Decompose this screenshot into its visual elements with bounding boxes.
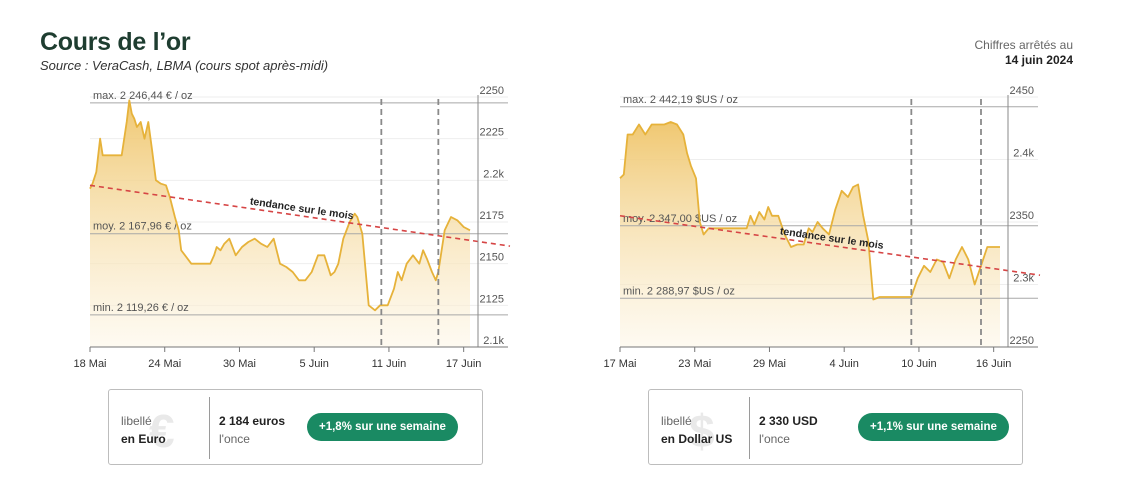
x-tick-label: 5 Juin <box>300 358 329 370</box>
card-per: l'once <box>219 432 250 446</box>
y-tick-label: 2125 <box>480 293 504 305</box>
y-tick-label: 2.3k <box>1013 273 1034 285</box>
price-line <box>619 121 1000 301</box>
weekly-change-badge: +1,1% sur une semaine <box>858 413 1009 441</box>
card-label-text: libellé <box>121 414 152 428</box>
y-tick-label: 2225 <box>480 127 504 139</box>
card-separator <box>209 397 210 459</box>
summary-card-eur: € libellé en Euro 2 184 euros l'once +1,… <box>108 389 483 465</box>
x-tick-label: 23 Mai <box>678 358 711 370</box>
price-line <box>89 99 471 312</box>
asof-block: Chiffres arrêtés au 14 juin 2024 <box>975 38 1074 68</box>
x-tick-label: 10 Juin <box>901 358 936 370</box>
y-tick-label: 2.1k <box>483 335 504 347</box>
page-source: Source : VeraCash, LBMA (cours spot aprè… <box>40 58 329 73</box>
chart-eur: max. 2 246,44 € / oz moy. 2 167,96 € / oz… <box>73 85 515 380</box>
x-tick-label: 29 Mai <box>753 358 786 370</box>
trend-line <box>89 184 511 247</box>
y-tick-label: 2150 <box>480 252 504 264</box>
ref-line-label: max. 2 246,44 € / oz <box>93 90 193 102</box>
card-label-text: libellé <box>661 414 692 428</box>
ref-line-label: min. 2 288,97 $US / oz <box>623 285 735 297</box>
card-unit: en Euro <box>121 432 166 446</box>
trend-line <box>619 214 1041 276</box>
card-value: 2 184 euros l'once <box>219 412 285 448</box>
chart-usd: max. 2 442,19 $US / oz moy. 2 347,00 $US … <box>603 85 1045 380</box>
asof-date: 14 juin 2024 <box>1004 53 1073 67</box>
price-area <box>90 100 470 347</box>
x-tick-label: 17 Mai <box>603 358 636 370</box>
y-tick-label: 2450 <box>1010 85 1034 97</box>
y-tick-label: 2.2k <box>483 168 504 180</box>
card-label: libellé en Euro <box>121 412 166 448</box>
x-tick-label: 17 Juin <box>446 358 481 370</box>
euro-icon: € <box>149 405 175 457</box>
ref-line-label: moy. 2 347,00 $US / oz <box>623 213 737 225</box>
y-tick-label: 2175 <box>480 210 504 222</box>
trend-label: tendance sur le mois <box>249 196 354 223</box>
x-tick-label: 16 Juin <box>976 358 1011 370</box>
asof-label: Chiffres arrêtés au <box>974 38 1074 52</box>
price-area <box>620 122 1000 347</box>
card-price: 2 184 euros <box>219 414 286 428</box>
card-value: 2 330 USD l'once <box>759 412 818 448</box>
x-tick-label: 18 Mai <box>73 358 106 370</box>
ref-line-label: moy. 2 167,96 € / oz <box>93 221 192 233</box>
ref-line-label: max. 2 442,19 $US / oz <box>623 94 738 106</box>
x-tick-label: 24 Mai <box>148 358 181 370</box>
chart-eur-svg: max. 2 246,44 € / oz moy. 2 167,96 € / oz… <box>73 85 511 370</box>
chart-usd-svg: max. 2 442,19 $US / oz moy. 2 347,00 $US … <box>603 85 1041 370</box>
y-tick-label: 2250 <box>1010 335 1034 347</box>
summary-card-usd: $ libellé en Dollar US 2 330 USD l'once … <box>648 389 1023 465</box>
x-tick-label: 11 Juin <box>372 358 407 370</box>
y-tick-label: 2250 <box>480 85 504 97</box>
page-title: Cours de l’or <box>40 28 191 56</box>
ref-line-label: min. 2 119,26 € / oz <box>93 302 189 314</box>
weekly-change-badge: +1,8% sur une semaine <box>307 413 458 441</box>
x-tick-label: 4 Juin <box>830 358 859 370</box>
dollar-icon: $ <box>689 405 715 457</box>
card-label: libellé en Dollar US <box>661 412 732 448</box>
y-tick-label: 2350 <box>1010 210 1034 222</box>
card-price: 2 330 USD <box>759 414 818 428</box>
card-separator <box>749 397 750 459</box>
card-unit: en Dollar US <box>661 432 733 446</box>
card-per: l'once <box>759 432 790 446</box>
y-tick-label: 2.4k <box>1013 148 1034 160</box>
x-tick-label: 30 Mai <box>223 358 256 370</box>
